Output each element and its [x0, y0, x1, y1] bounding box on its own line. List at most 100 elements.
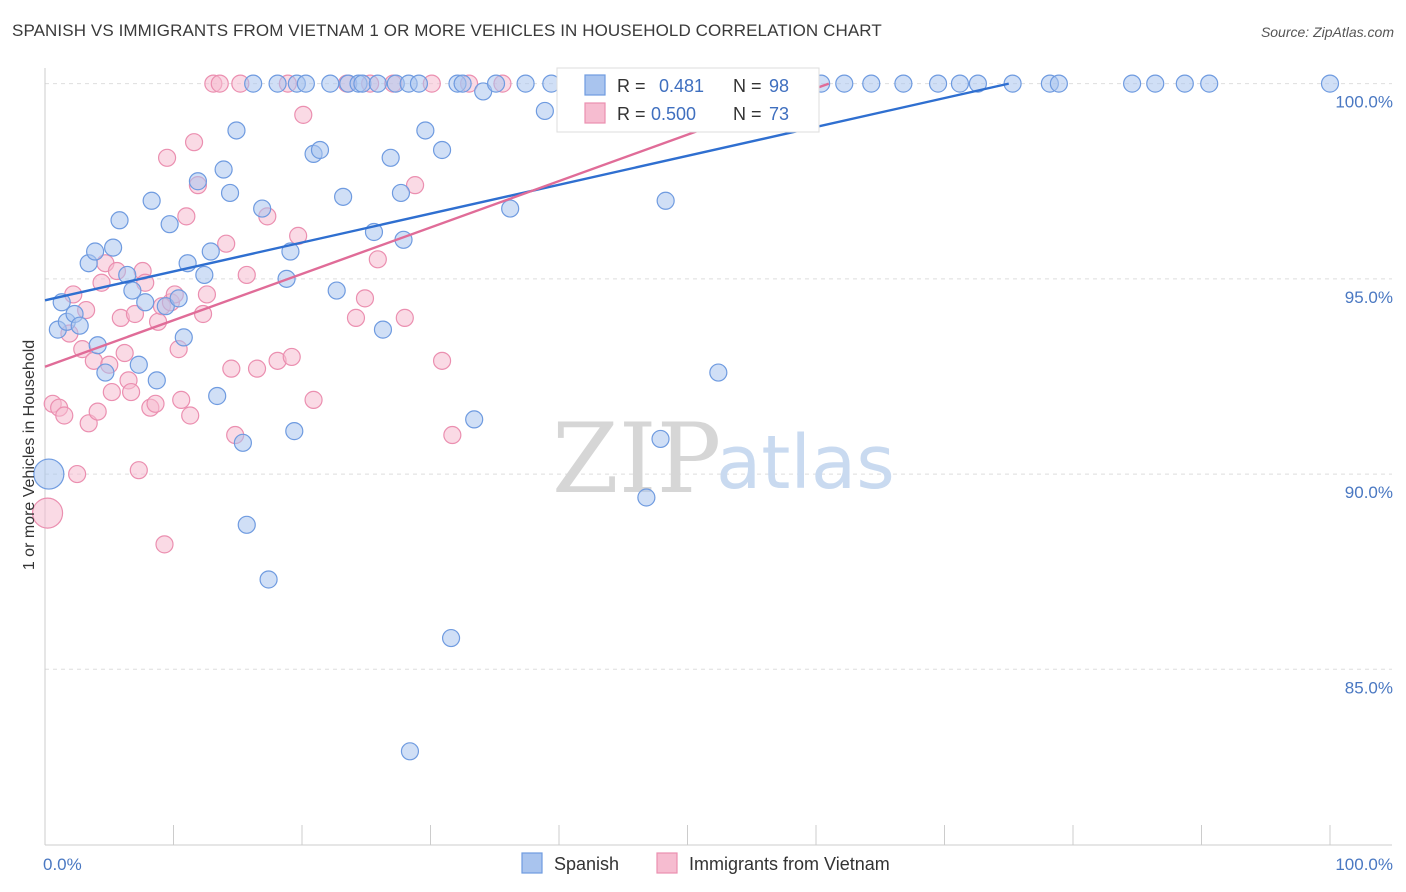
- point-spanish-30: [233, 433, 252, 452]
- point-vietnam-22: [129, 461, 148, 480]
- point-vietnam-48: [247, 359, 267, 378]
- point-spanish-67: [501, 199, 520, 218]
- point-spanish-80: [709, 363, 728, 382]
- trend-lines: [44, 82, 1010, 368]
- point-spanish-99: [1320, 74, 1340, 93]
- point-vietnam-30: [157, 148, 177, 167]
- y-tick-label-0: 100.0%: [1335, 93, 1393, 112]
- point-vietnam-26: [146, 394, 165, 413]
- point-vietnam-42: [210, 74, 229, 93]
- point-spanish-50: [368, 74, 387, 93]
- point-spanish-87: [862, 74, 881, 93]
- legend-swatch-spanish: [584, 74, 606, 96]
- legend-r-value-spanish: 0.481: [659, 76, 704, 96]
- point-vietnam-34: [172, 390, 191, 409]
- point-vietnam-57: [346, 308, 366, 327]
- y-tick-label-3: 85.0%: [1345, 678, 1393, 697]
- legend-r-label-vietnam: R =: [617, 104, 646, 124]
- point-vietnam-37: [184, 133, 204, 152]
- bottom-legend-label-vietnam: Immigrants from Vietnam: [689, 854, 890, 874]
- point-spanish-54: [391, 183, 411, 203]
- point-spanish-17: [147, 371, 166, 390]
- bottom-legend-swatch-vietnam: [656, 852, 678, 874]
- point-vietnam-65: [432, 351, 452, 370]
- point-spanish-40: [296, 74, 315, 93]
- bottom-legend-swatch-spanish: [521, 852, 543, 874]
- chart-title: SPANISH VS IMMIGRANTS FROM VIETNAM 1 OR …: [12, 21, 882, 40]
- point-spanish-35: [268, 74, 287, 93]
- bottom-legend-label-spanish: Spanish: [554, 854, 619, 874]
- point-spanish-75: [637, 488, 656, 507]
- point-vietnam-35: [177, 207, 196, 226]
- point-spanish-52: [381, 148, 400, 167]
- point-spanish-61: [441, 628, 461, 648]
- point-spanish-90: [950, 74, 970, 93]
- point-vietnam-15: [102, 382, 121, 402]
- point-spanish-10: [104, 238, 123, 257]
- point-spanish-27: [214, 160, 233, 179]
- y-axis-label: 1 or more Vehicles in Household: [21, 340, 38, 570]
- stats-legend: R = 0.481 N = 98 R = 0.500 N = 73: [556, 67, 820, 133]
- point-vietnam-3: [55, 406, 74, 425]
- point-spanish-0: [33, 458, 65, 490]
- legend-r-label-spanish: R =: [617, 76, 646, 96]
- point-vietnam-20: [121, 382, 141, 402]
- point-spanish-96: [1146, 74, 1165, 93]
- point-spanish-19: [160, 215, 179, 234]
- point-vietnam-54: [294, 105, 313, 124]
- point-vietnam-63: [405, 176, 425, 195]
- point-spanish-28: [220, 183, 240, 203]
- point-spanish-7: [86, 242, 105, 261]
- point-spanish-15: [136, 293, 155, 312]
- watermark-atlas: atlas: [716, 420, 895, 506]
- axes-layer: 0.0% 100.0%: [43, 68, 1393, 874]
- point-vietnam-6: [68, 464, 87, 484]
- point-vietnam-43: [217, 234, 236, 253]
- point-spanish-89: [928, 74, 948, 93]
- point-vietnam-29: [155, 535, 174, 554]
- y-tick-label-1: 95.0%: [1345, 288, 1393, 307]
- watermark-zip: ZIP: [552, 403, 721, 515]
- point-spanish-95: [1123, 74, 1142, 93]
- point-spanish-23: [188, 172, 208, 191]
- y-tick-label-2: 90.0%: [1345, 483, 1393, 502]
- point-vietnam-58: [355, 289, 375, 308]
- point-vietnam-62: [395, 308, 414, 327]
- point-spanish-16: [142, 191, 161, 210]
- point-spanish-32: [244, 74, 263, 93]
- point-spanish-13: [123, 281, 142, 300]
- point-spanish-31: [237, 515, 256, 534]
- point-vietnam-52: [282, 347, 301, 367]
- point-vietnam-21: [125, 304, 145, 324]
- point-vietnam-66: [443, 425, 462, 445]
- point-spanish-63: [453, 74, 472, 93]
- point-vietnam-39: [193, 304, 213, 324]
- chart-source: Source: ZipAtlas.com: [1260, 24, 1394, 40]
- bottom-legend: Spanish Immigrants from Vietnam: [521, 852, 890, 874]
- point-spanish-45: [334, 187, 353, 206]
- point-spanish-59: [416, 121, 435, 140]
- point-spanish-24: [195, 265, 214, 285]
- grid-layer: 100.0% 95.0% 90.0% 85.0%: [45, 83, 1393, 697]
- point-spanish-76: [651, 429, 670, 449]
- point-spanish-14: [129, 355, 148, 374]
- legend-n-label-vietnam: N =: [733, 104, 762, 124]
- point-spanish-69: [535, 101, 554, 121]
- point-vietnam-60: [368, 250, 387, 269]
- point-vietnam-44: [222, 359, 241, 378]
- point-spanish-86: [835, 74, 854, 93]
- point-spanish-29: [227, 121, 246, 140]
- point-spanish-51: [373, 320, 393, 339]
- point-spanish-48: [353, 74, 372, 93]
- point-vietnam-36: [181, 406, 200, 425]
- point-vietnam-40: [197, 285, 217, 304]
- point-spanish-5: [70, 316, 89, 335]
- legend-n-value-spanish: 98: [769, 76, 789, 96]
- point-spanish-44: [327, 281, 346, 300]
- point-vietnam-11: [88, 402, 107, 421]
- point-spanish-11: [110, 211, 129, 230]
- point-spanish-91: [968, 74, 988, 93]
- point-spanish-98: [1200, 74, 1219, 93]
- point-spanish-26: [208, 386, 227, 406]
